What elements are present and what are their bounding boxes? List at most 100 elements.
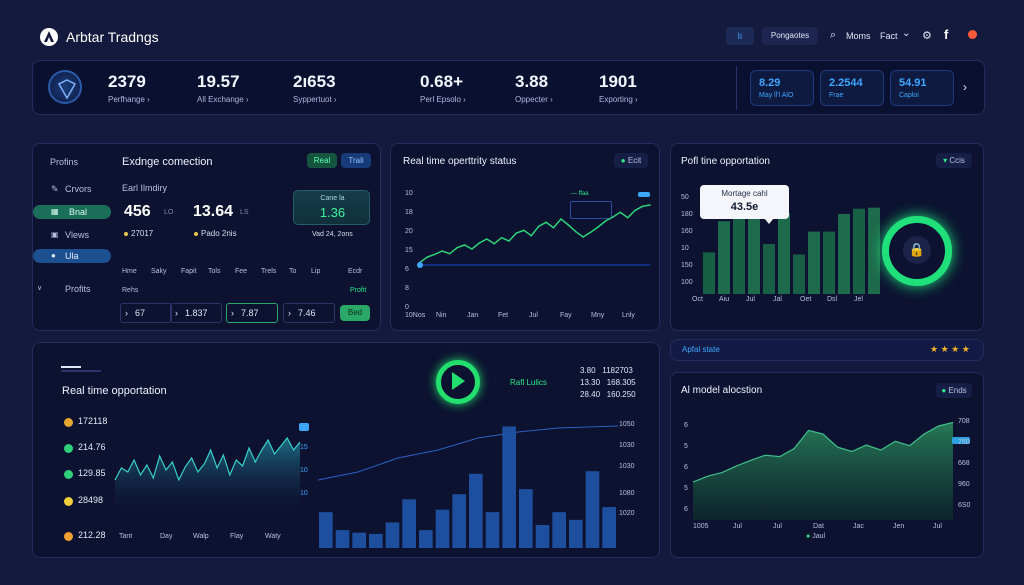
status-dot — [124, 232, 128, 236]
ends-tag-label: Ends — [948, 386, 967, 395]
status-point — [500, 236, 503, 239]
notification-icon[interactable] — [968, 30, 977, 39]
tab-active[interactable]: lı — [726, 27, 754, 45]
tooltip: Mortage cahl 43.5e — [700, 185, 789, 219]
profit-y-label: 50 — [681, 194, 689, 201]
realtime-bar — [402, 499, 416, 548]
realtime-bar — [452, 494, 466, 548]
status-point — [478, 242, 481, 244]
real-button[interactable]: Real — [307, 153, 337, 168]
security-ring[interactable] — [882, 216, 952, 286]
value-box[interactable]: › 7.46 — [283, 303, 335, 323]
highlight-box — [570, 201, 612, 219]
status-x-label: Fet — [498, 312, 509, 319]
ends-tag[interactable]: ● Ends — [936, 383, 972, 398]
ccis-tag[interactable]: ▾ Ccis — [936, 153, 972, 168]
realtime-bar — [569, 519, 583, 548]
ai-x-label: Dat — [813, 523, 824, 530]
stat-label[interactable]: Exporting › — [599, 95, 638, 104]
column-header: Trels — [261, 268, 277, 275]
sidebar-item-label: Crvors — [65, 184, 92, 194]
trail-button[interactable]: Trali — [341, 153, 371, 168]
status-y-label: 8 — [405, 285, 409, 292]
divider — [736, 66, 737, 110]
realtime-bar — [602, 507, 616, 548]
status-x-label: Fay — [560, 312, 572, 319]
x-label: Flay — [230, 533, 244, 540]
sidebar-item-ula[interactable]: ● Ula — [33, 249, 111, 263]
bed-button[interactable]: Bed — [340, 305, 370, 321]
rating-stars[interactable]: ★ ★ ★ ★ — [930, 344, 970, 354]
coin-value: 129.85 — [78, 468, 106, 478]
stat-label[interactable]: Oppecter › — [515, 95, 553, 104]
stat-label[interactable]: Perl Epsolo › — [420, 95, 466, 104]
stat-label[interactable]: All Exchange › — [197, 95, 249, 104]
y-label: 1030 — [619, 463, 635, 470]
column-header: Hme — [122, 268, 137, 275]
profit-bar — [838, 213, 850, 294]
realtime-bar — [535, 524, 550, 548]
coin-value: 172118 — [78, 416, 108, 426]
stat-value: 2379 — [108, 72, 146, 91]
search-icon[interactable]: ⌕ — [830, 29, 837, 41]
play-icon — [452, 372, 465, 390]
tab-pages[interactable]: Pongaotes — [762, 27, 818, 45]
sidebar-item-bnal[interactable]: ▦ Bnal — [33, 205, 111, 219]
sidebar-item-label: Ula — [65, 251, 79, 261]
row-label: Rehs — [122, 287, 139, 294]
status-point — [463, 244, 466, 246]
view-icon: ▣ — [51, 230, 59, 239]
mini-card[interactable]: 2.2544 Frae — [820, 70, 884, 106]
sidebar-item-crvors[interactable]: ✎ Crvors — [33, 182, 111, 196]
status-point — [508, 240, 510, 242]
ai-x-label: Jul — [733, 523, 742, 530]
nav-moms[interactable]: Moms — [846, 31, 871, 41]
lock-icon: 🔒 — [903, 236, 931, 264]
value-box[interactable]: › 1.837 — [170, 303, 222, 323]
ai-area-chart — [692, 421, 954, 520]
value-box-text: 67 — [135, 308, 146, 318]
column-header: Tols — [208, 268, 221, 275]
ai-y-left-label: 6 — [684, 506, 688, 513]
app-logo — [40, 28, 58, 46]
chevron-down-icon[interactable]: ⌄ — [902, 28, 911, 39]
status-point — [575, 230, 577, 233]
status-x-label: Jul — [529, 312, 538, 319]
value-box[interactable]: › 67 — [120, 303, 172, 323]
profit-x-label: Dsl — [827, 296, 838, 303]
profit-y-label: 160 — [681, 228, 693, 235]
chevron-down-icon: ∨ — [37, 285, 43, 292]
ai-area-line — [692, 421, 954, 483]
mini-card[interactable]: 8.29 May ll'l AlO — [750, 70, 814, 106]
highlight-card[interactable]: Cane la 1.36 — [293, 190, 370, 225]
value-box[interactable]: › 7.87 — [226, 303, 278, 323]
column-header: Fee — [235, 268, 248, 275]
status-point — [560, 218, 562, 220]
coin-icon — [64, 444, 73, 453]
settings-icon[interactable]: ⚙ — [922, 30, 932, 42]
stat-value: 0.68+ — [420, 72, 464, 91]
realtime-bar — [552, 512, 566, 548]
stat-label[interactable]: Syppertuot › — [293, 95, 337, 104]
nav-fact[interactable]: Fact — [880, 31, 898, 41]
brand-icon[interactable]: f — [944, 27, 949, 42]
tooltip-value: 43.5e — [730, 201, 759, 213]
highlight-card-value: 1.36 — [319, 205, 346, 220]
stat-value: 3.88 — [515, 72, 549, 91]
edit-tag[interactable]: ● Ecit — [614, 153, 648, 168]
stat-label[interactable]: Perfhange › — [108, 95, 150, 104]
sidebar-item-profits[interactable]: ∨ Profits — [33, 282, 111, 296]
realtime-bar — [369, 533, 383, 548]
mini-card[interactable]: 54.91 Caploi — [890, 70, 954, 106]
sidebar-item-views[interactable]: ▣ Vlews — [33, 228, 111, 242]
profit-y-label: 100 — [681, 279, 693, 286]
profit-bar — [733, 208, 745, 294]
stat-value: 2ı653 — [293, 72, 336, 91]
trend-line — [317, 425, 619, 481]
value-box-text: 7.46 — [298, 308, 316, 318]
exchange-value-2: 13.64 — [193, 203, 234, 220]
chevron-right-icon[interactable]: › — [963, 80, 967, 94]
status-point — [530, 234, 533, 237]
ai-y-left-label: 6 — [684, 422, 688, 429]
profit-bar — [793, 254, 805, 294]
